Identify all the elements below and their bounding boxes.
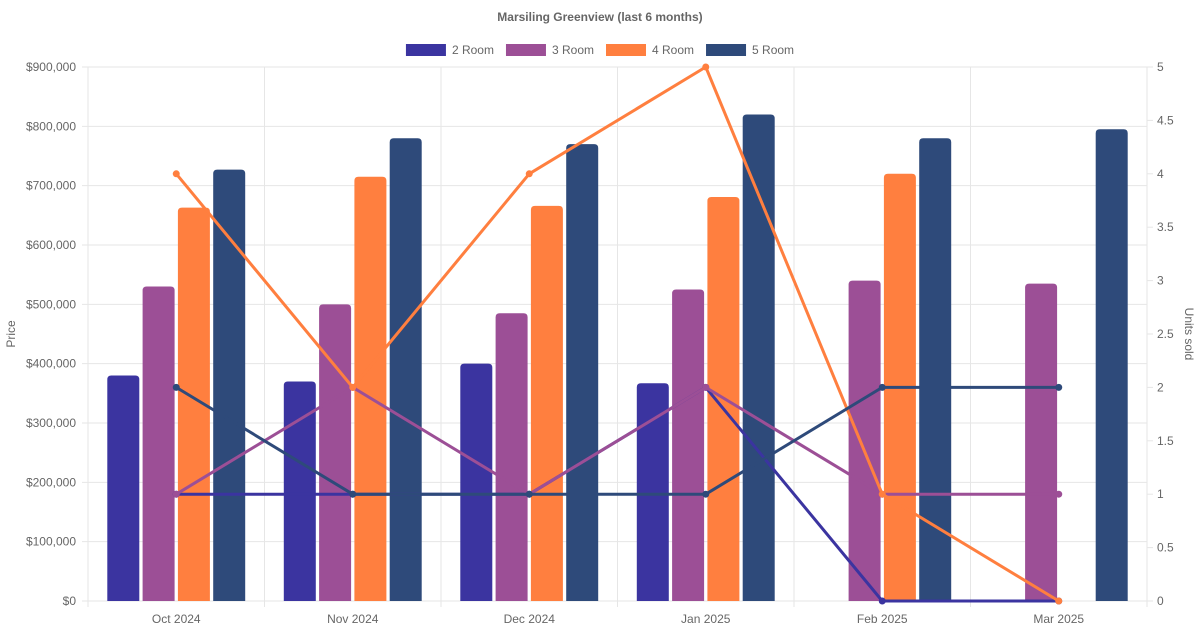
- y2-tick-label: 2.5: [1157, 327, 1174, 341]
- bar-5-room-jan-2025[interactable]: [742, 114, 775, 601]
- bar-3-room-nov-2024[interactable]: [319, 304, 352, 601]
- bar-2-room-oct-2024[interactable]: [107, 375, 140, 601]
- x-tick-label: Mar 2025: [1033, 612, 1084, 626]
- bar-5-room-nov-2024[interactable]: [389, 138, 422, 601]
- x-tick-label: Dec 2024: [504, 612, 556, 626]
- y2-tick-label: 2: [1157, 380, 1164, 394]
- y2-tick-label: 4: [1157, 167, 1164, 181]
- x-tick-label: Feb 2025: [857, 612, 908, 626]
- bar-3-room-mar-2025[interactable]: [1025, 283, 1058, 601]
- point-5-room-mar-2025[interactable]: [1055, 383, 1063, 391]
- bar-3-room-feb-2025[interactable]: [848, 280, 881, 601]
- bar-5-room-dec-2024[interactable]: [566, 144, 599, 601]
- point-3-room-oct-2024[interactable]: [172, 490, 180, 498]
- y2-tick-label: 3.5: [1157, 220, 1174, 234]
- legend-item-4-room[interactable]: 4 Room: [606, 43, 694, 57]
- line-5-room-units[interactable]: [175, 385, 1059, 496]
- y2-tick-label: 0: [1157, 594, 1164, 608]
- bar-4-room-oct-2024[interactable]: [177, 207, 210, 601]
- point-4-room-feb-2025[interactable]: [878, 490, 886, 498]
- bar-3-room-oct-2024[interactable]: [142, 286, 175, 601]
- axes-layer: $0 $100,000 $200,000 $300,000 $400,000 $500,0…: [26, 60, 1174, 626]
- legend-swatch: [706, 44, 747, 56]
- y-tick-label: $300,000: [26, 416, 76, 430]
- bars-layer: [107, 114, 1128, 602]
- y-tick-label: $400,000: [26, 357, 76, 371]
- y-tick-label: $600,000: [26, 238, 76, 252]
- point-4-room-mar-2025[interactable]: [1055, 597, 1063, 605]
- lines-layer: [172, 63, 1063, 605]
- legend-swatch: [505, 44, 546, 56]
- legend-swatch: [405, 44, 446, 56]
- bar-2-room-nov-2024[interactable]: [283, 381, 316, 601]
- point-3-room-mar-2025[interactable]: [1055, 490, 1063, 498]
- y-tick-label: $800,000: [26, 119, 76, 133]
- bar-5-room-feb-2025[interactable]: [919, 138, 952, 601]
- legend-item-2-room[interactable]: 2 Room: [405, 43, 494, 57]
- bar-3-room-jan-2025[interactable]: [672, 289, 705, 602]
- y-axis-title: Price: [4, 320, 18, 348]
- point-4-room-oct-2024[interactable]: [172, 170, 180, 178]
- point-5-room-oct-2024[interactable]: [172, 383, 180, 391]
- legend-item-3-room[interactable]: 3 Room: [505, 43, 594, 57]
- y2-tick-label: 3: [1157, 274, 1164, 288]
- chart-title: Marsiling Greenview (last 6 months): [497, 10, 702, 24]
- y2-tick-label: 5: [1157, 60, 1164, 74]
- y2-tick-label: 1.5: [1157, 434, 1174, 448]
- point-4-room-dec-2024[interactable]: [525, 170, 533, 178]
- line-3-room-units[interactable]: [175, 385, 1059, 496]
- y-tick-label: $100,000: [26, 535, 76, 549]
- x-tick-label: Oct 2024: [152, 612, 201, 626]
- y2-tick-label: 0.5: [1157, 541, 1174, 555]
- legend-label: 3 Room: [552, 43, 594, 57]
- x-tick-label: Nov 2024: [327, 612, 379, 626]
- bar-2-room-dec-2024[interactable]: [460, 363, 493, 601]
- grid-layer: [82, 66, 1153, 607]
- y2-axis-title: Units sold: [1182, 308, 1196, 361]
- y2-tick-label: 1: [1157, 487, 1164, 501]
- bar-3-room-dec-2024[interactable]: [495, 313, 528, 601]
- bar-4-room-nov-2024[interactable]: [354, 176, 387, 601]
- point-4-room-nov-2024[interactable]: [349, 383, 357, 391]
- y-tick-label: $500,000: [26, 297, 76, 311]
- bar-4-room-dec-2024[interactable]: [530, 205, 563, 601]
- point-4-room-jan-2025[interactable]: [702, 63, 710, 71]
- line-4-room-units[interactable]: [175, 65, 1060, 603]
- y2-tick-label: 4.5: [1157, 113, 1174, 127]
- legend[interactable]: 2 Room 3 Room 4 Room 5 Room: [405, 43, 794, 57]
- point-5-room-dec-2024[interactable]: [525, 490, 533, 498]
- point-3-room-jan-2025[interactable]: [702, 383, 710, 391]
- bar-5-room-oct-2024[interactable]: [213, 169, 246, 601]
- y-tick-label: $700,000: [26, 179, 76, 193]
- legend-swatch: [606, 44, 646, 56]
- legend-label: 4 Room: [652, 43, 694, 57]
- point-2-room-feb-2025[interactable]: [878, 597, 886, 605]
- legend-label: 2 Room: [452, 43, 494, 57]
- point-5-room-feb-2025[interactable]: [878, 383, 886, 391]
- point-5-room-nov-2024[interactable]: [349, 490, 357, 498]
- y-tick-label: $200,000: [26, 475, 76, 489]
- bar-2-room-jan-2025[interactable]: [636, 383, 669, 601]
- x-tick-label: Jan 2025: [681, 612, 731, 626]
- legend-item-5-room[interactable]: 5 Room: [706, 43, 794, 57]
- bar-5-room-mar-2025[interactable]: [1095, 129, 1128, 602]
- point-5-room-jan-2025[interactable]: [702, 490, 710, 498]
- y-tick-label: $0: [63, 594, 77, 608]
- legend-label: 5 Room: [752, 43, 794, 57]
- y-tick-label: $900,000: [26, 60, 76, 74]
